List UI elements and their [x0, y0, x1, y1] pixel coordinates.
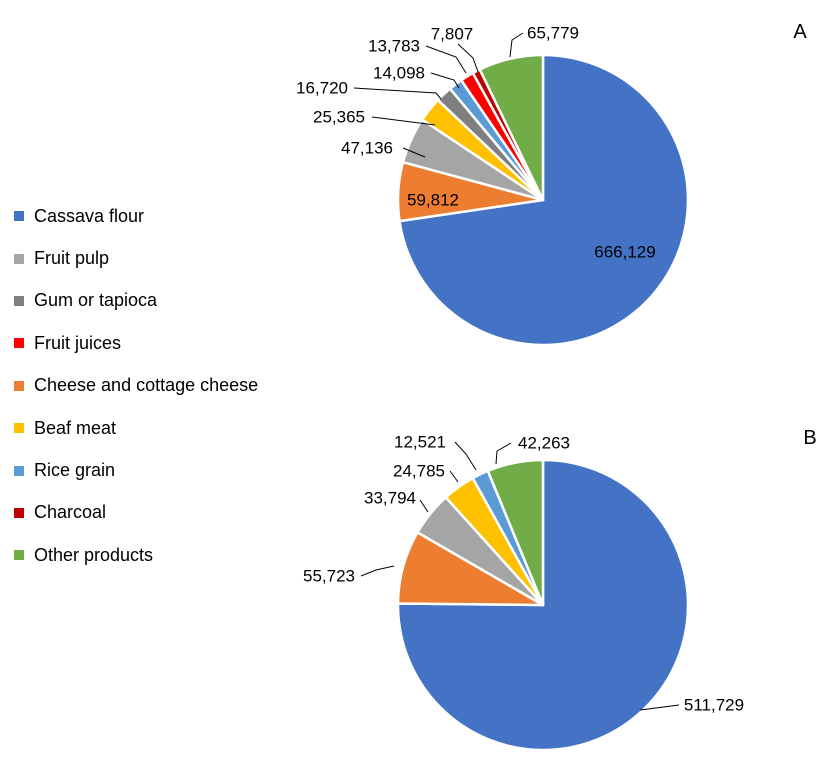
legend-label: Other products	[34, 544, 154, 565]
legend-swatch-cassava-flour	[14, 211, 24, 222]
legend-label: Gum or tapioca	[34, 290, 158, 311]
legend-item-other-products: Other products	[14, 534, 258, 576]
data-label-beaf-meat: 24,785	[393, 462, 445, 481]
legend-swatch-fruit-pulp	[14, 253, 24, 264]
data-label-fruit-juices: 13,783	[368, 37, 420, 56]
data-label-rice-grain: 12,521	[394, 433, 446, 452]
leader-line	[457, 43, 479, 73]
data-label-other-products: 65,779	[527, 24, 579, 43]
legend-label: Fruit juices	[34, 332, 122, 353]
leader-line	[454, 441, 477, 471]
leader-line	[430, 72, 460, 89]
data-label-cheese-and-cottage-cheese: 59,812	[407, 191, 459, 210]
data-label-rice-grain: 14,098	[373, 64, 425, 83]
legend: Cassava flour Fruit pulp Gum or tapioca Fru…	[14, 195, 258, 577]
panel-label: A	[793, 21, 807, 43]
leader-line	[419, 499, 429, 513]
data-label-fruit-pulp: 47,136	[341, 139, 393, 158]
legend-item-fruit-pulp: Fruit pulp	[14, 237, 258, 279]
pie-slice-other-products	[486, 458, 545, 607]
legend-item-gum-or-tapioca: Gum or tapioca	[14, 280, 258, 322]
legend-label: Beaf meat	[34, 417, 117, 438]
leader-line	[353, 87, 442, 100]
legend-swatch-gum-or-tapioca	[14, 295, 24, 306]
legend-item-cassava-flour: Cassava flour	[14, 195, 258, 237]
leader-line	[402, 147, 426, 158]
leader-line	[509, 32, 524, 58]
panel-label: B	[803, 427, 816, 449]
leader-line	[425, 45, 467, 74]
data-label-beaf-meat: 25,365	[313, 108, 365, 127]
leader-line	[495, 442, 512, 465]
legend-item-fruit-juices: Fruit juices	[14, 322, 258, 364]
data-label-other-products: 42,263	[518, 434, 570, 453]
legend-swatch-cheese-and-cottage-cheese	[14, 380, 24, 391]
leader-line	[371, 116, 436, 126]
data-label-cheese-and-cottage-cheese: 55,723	[303, 567, 355, 586]
pie-slice-other-products	[478, 53, 545, 202]
legend-item-cheese-and-cottage-cheese: Cheese and cottage cheese	[14, 365, 258, 407]
legend-swatch-other-products	[14, 550, 24, 561]
data-label-cassava-flour: 666,129	[594, 243, 655, 262]
legend-label: Cassava flour	[34, 205, 145, 226]
leader-line	[360, 565, 395, 577]
data-label-fruit-pulp: 33,794	[364, 489, 416, 508]
leader-line	[449, 470, 459, 483]
legend-swatch-rice-grain	[14, 465, 24, 476]
legend-label: Rice grain	[34, 460, 116, 481]
pie-chart-b: 511,729 55,723 33,794 24,785 12,521 42,263 B	[303, 427, 817, 752]
legend-label: Cheese and cottage cheese	[34, 375, 259, 396]
legend-swatch-beaf-meat	[14, 423, 24, 434]
pie-chart-a: 666,129 59,812 47,136 25,365 16,720 14,098 13,…	[296, 21, 807, 347]
data-label-gum-or-tapioca: 16,720	[296, 79, 348, 98]
data-label-cassava-flour: 511,729	[684, 696, 744, 715]
leader-line	[639, 704, 680, 711]
legend-item-rice-grain: Rice grain	[14, 449, 258, 491]
legend-item-charcoal: Charcoal	[14, 492, 258, 534]
legend-swatch-charcoal	[14, 507, 24, 518]
legend-label: Charcoal	[34, 502, 107, 523]
legend-label: Fruit pulp	[34, 248, 110, 269]
legend-swatch-fruit-juices	[14, 338, 24, 349]
legend-item-beaf-meat: Beaf meat	[14, 407, 258, 449]
data-label-charcoal: 7,807	[431, 25, 474, 44]
